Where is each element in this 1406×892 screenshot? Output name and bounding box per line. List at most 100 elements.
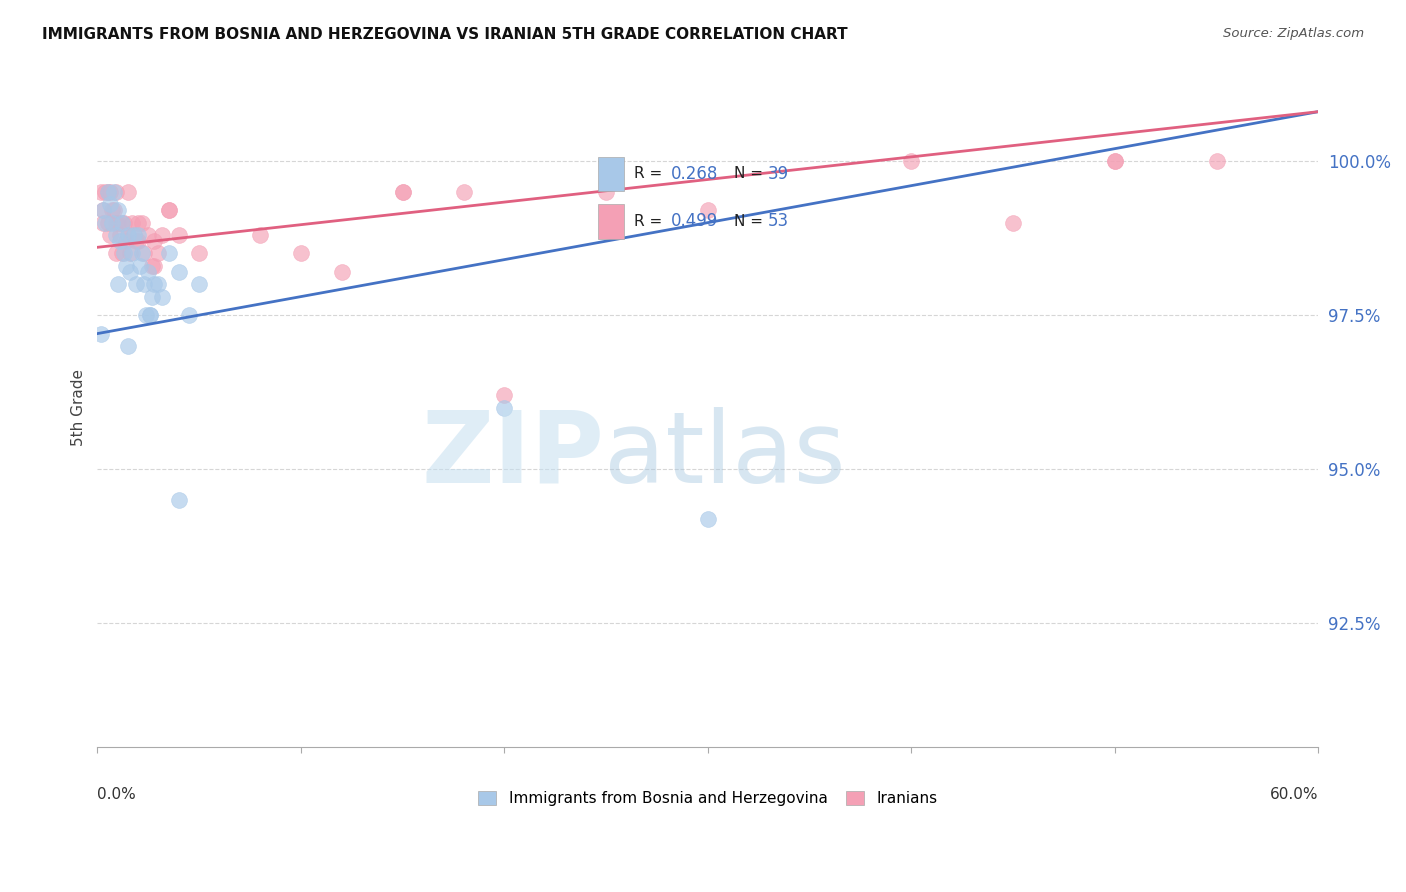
Point [453,185,475,199]
Point [121,216,143,230]
Point [93,203,115,218]
Point [111,216,134,230]
Text: Source: ZipAtlas.com: Source: ZipAtlas.com [1223,27,1364,40]
Point [157,203,180,218]
Point [104,227,127,242]
Point [93,216,115,230]
Point [177,308,200,322]
Point [111,216,134,230]
Text: 0.268: 0.268 [671,164,718,183]
Point [100,203,122,218]
Point [104,216,127,230]
Point [125,277,148,292]
Point [494,401,516,415]
Point [141,259,163,273]
Point [90,185,112,199]
Point [98,227,121,242]
Point [148,277,170,292]
Point [249,227,271,242]
Point [96,216,118,230]
Text: ZIP: ZIP [422,407,605,504]
Point [134,246,156,260]
Point [127,216,149,230]
Point [111,246,134,260]
Point [131,246,153,260]
Point [696,511,718,525]
Text: IMMIGRANTS FROM BOSNIA AND HERZEGOVINA VS IRANIAN 5TH GRADE CORRELATION CHART: IMMIGRANTS FROM BOSNIA AND HERZEGOVINA V… [42,27,848,42]
Point [136,227,159,242]
Point [94,216,117,230]
Point [188,246,211,260]
Point [391,185,413,199]
Point [1205,153,1227,168]
Point [115,234,138,248]
Point [1002,216,1025,230]
Point [100,216,122,230]
Point [125,234,148,248]
Point [131,216,153,230]
Point [152,227,174,242]
Bar [598,156,624,191]
Point [117,185,139,199]
Point [98,197,121,211]
Point [157,203,180,218]
Text: N =: N = [734,166,768,181]
Point [93,203,115,218]
Point [127,227,149,242]
Text: atlas: atlas [605,407,845,504]
Point [118,246,141,260]
Point [143,234,166,248]
Text: 60.0%: 60.0% [1270,788,1319,802]
Point [96,185,118,199]
Point [107,216,129,230]
Point [290,246,312,260]
Point [121,246,143,260]
Point [143,259,166,273]
Text: 39: 39 [768,164,789,183]
Point [330,265,353,279]
Point [118,265,141,279]
Point [129,259,152,273]
Point [696,203,718,218]
Point [595,185,617,199]
Point [143,277,166,292]
Legend: Immigrants from Bosnia and Herzegovina, Iranians: Immigrants from Bosnia and Herzegovina, … [471,783,945,814]
Point [188,277,211,292]
Point [117,227,139,242]
Point [96,185,118,199]
Point [157,246,180,260]
Point [104,246,127,260]
Text: 53: 53 [768,212,789,230]
Text: N =: N = [734,214,768,229]
Point [94,185,117,199]
Point [115,259,138,273]
Point [117,227,139,242]
Point [167,227,190,242]
Text: 0.499: 0.499 [671,212,718,230]
Point [139,308,162,322]
Point [117,339,139,353]
Y-axis label: 5th Grade: 5th Grade [72,369,86,446]
Bar [598,204,624,238]
Point [108,234,131,248]
Point [103,185,125,199]
Point [1104,153,1126,168]
Point [494,388,516,402]
Point [152,290,174,304]
Point [135,308,157,322]
Text: R =: R = [634,214,668,229]
Point [98,185,121,199]
Point [104,185,127,199]
Point [139,308,162,322]
Point [108,227,131,242]
Point [1104,153,1126,168]
Point [167,265,190,279]
Point [112,216,135,230]
Point [167,493,190,508]
Point [141,290,163,304]
Text: 0.0%: 0.0% [97,788,136,802]
Point [391,185,413,199]
Point [136,265,159,279]
Point [107,203,129,218]
Point [134,277,156,292]
